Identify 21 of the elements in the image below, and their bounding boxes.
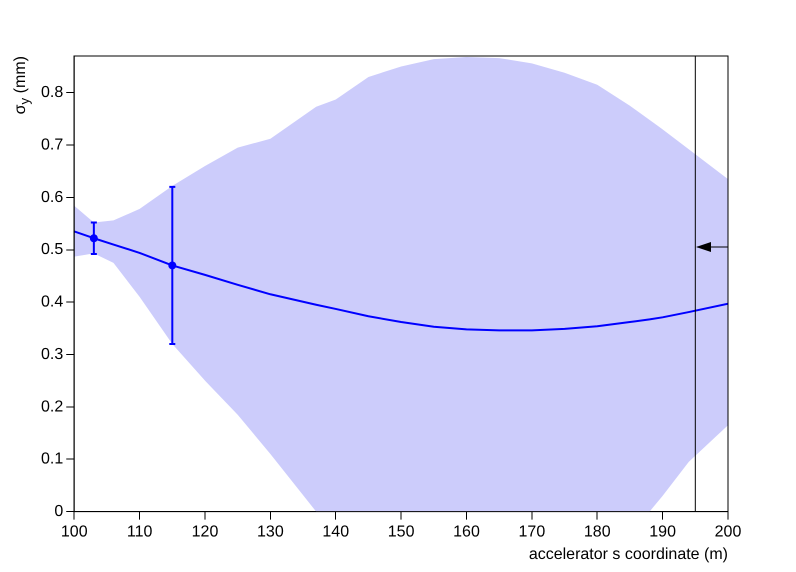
y-tick-label: 0.2 <box>40 398 64 416</box>
x-tick-label: 180 <box>584 524 611 541</box>
x-axis-title: accelerator s coordinate (m) <box>528 546 728 563</box>
x-tick-label: 200 <box>714 524 742 541</box>
y-tick-label: 0.5 <box>40 241 64 258</box>
x-tick-label: 190 <box>649 524 676 541</box>
y-tick-label: 0.4 <box>40 294 64 311</box>
y-tick-label: 0.7 <box>40 136 64 154</box>
y-tick-label: 0.6 <box>40 188 64 206</box>
y-tick-label: 0.1 <box>40 450 64 468</box>
x-tick-label: 120 <box>192 524 218 541</box>
x-tick-label: 100 <box>60 524 88 541</box>
x-tick-label: 130 <box>257 524 284 541</box>
y-tick-label: 0.8 <box>40 84 64 102</box>
x-tick-label: 160 <box>453 524 480 541</box>
y-tick-label: 0 <box>54 503 64 520</box>
x-tick-label: 110 <box>126 524 152 541</box>
x-tick-label: 140 <box>322 524 350 541</box>
y-tick-label: 0.3 <box>40 346 64 363</box>
x-tick-label: 150 <box>388 524 415 541</box>
x-tick-label: 170 <box>518 524 546 541</box>
